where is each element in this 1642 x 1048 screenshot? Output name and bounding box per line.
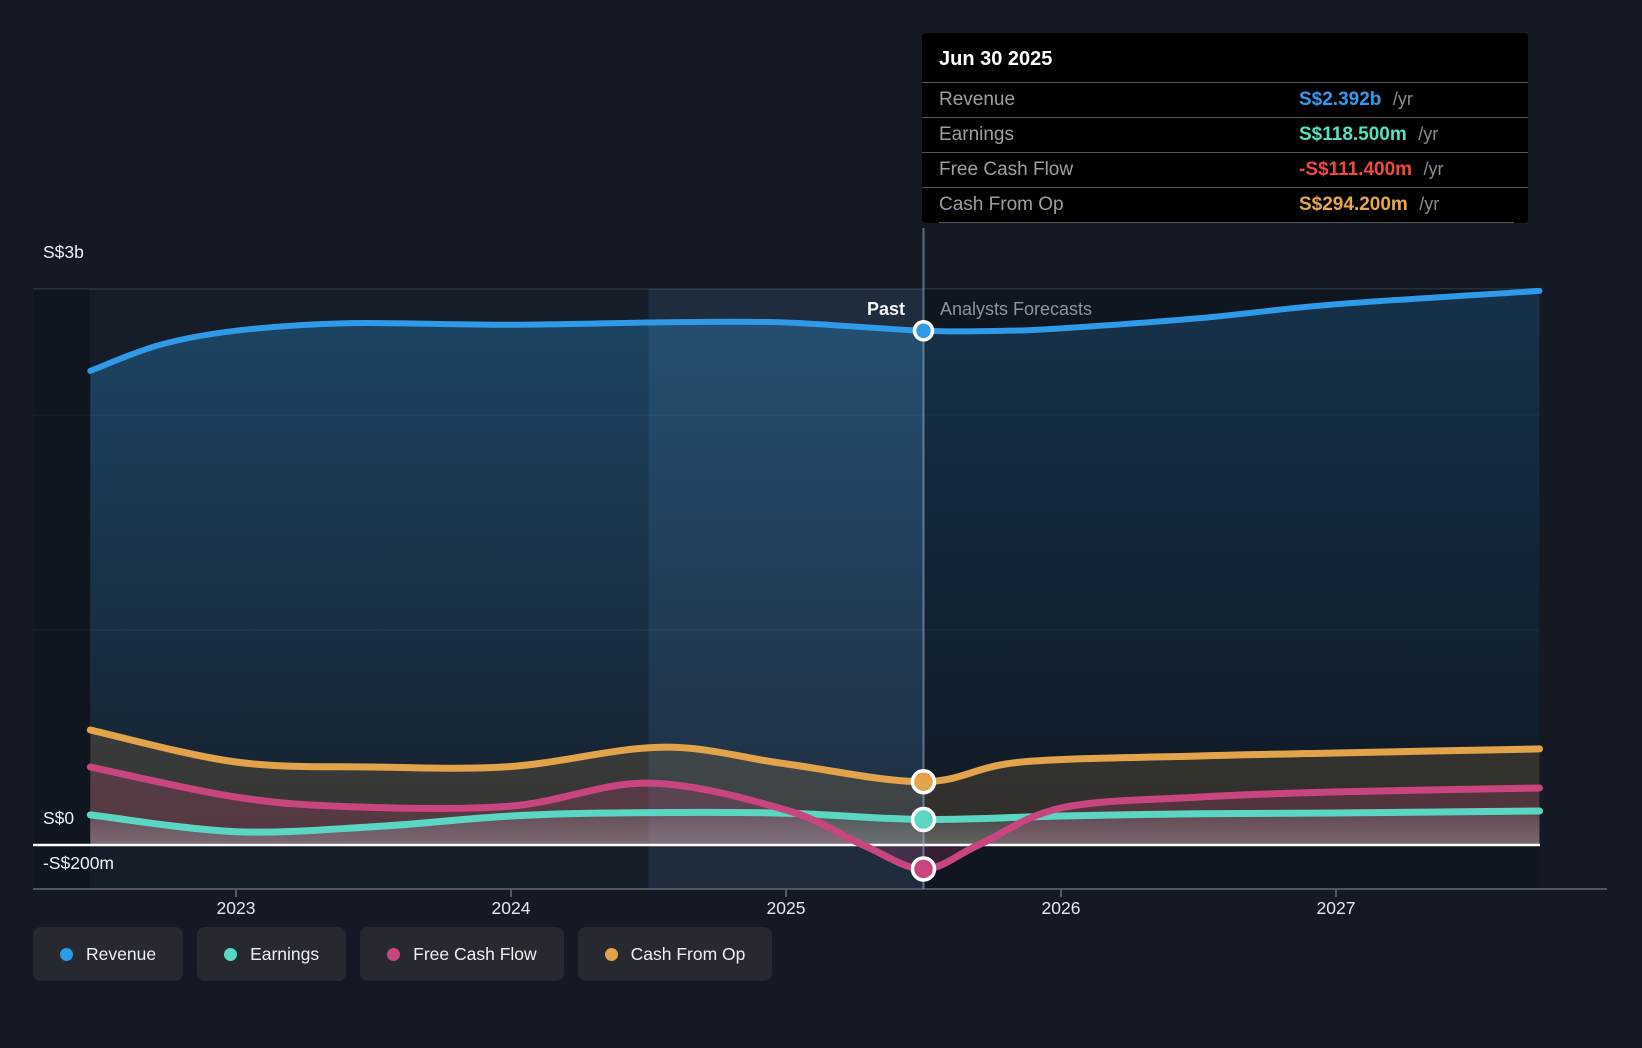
tooltip-earnings-suffix: /yr [1418, 124, 1439, 144]
earnings-dot-icon [224, 947, 238, 961]
revenue-dot-icon [60, 947, 73, 961]
legend-earnings-label: Earnings [250, 943, 320, 964]
legend: Revenue Earnings Free Cash Flow Cash Fro… [33, 927, 773, 981]
legend-cash-from-op-label: Cash From Op [630, 943, 746, 964]
tooltip-row-free-cash-flow: Free Cash Flow -S$111.400m /yr [922, 152, 1528, 187]
x-axis-label-2025: 2025 [766, 898, 806, 918]
tooltip: Jun 30 2025 Revenue S$2.392b /yr Earning… [922, 33, 1528, 223]
legend-free-cash-flow-label: Free Cash Flow [413, 943, 537, 964]
legend-pill-earnings[interactable]: Earnings [197, 927, 347, 981]
free-cash-flow-line [86, 763, 1543, 873]
x-axis-label-2026: 2026 [1041, 898, 1081, 918]
revenue-area [90, 290, 1540, 845]
revenue-line [87, 287, 1543, 374]
legend-revenue-label: Revenue [86, 943, 157, 964]
tooltip-earnings-value: S$118.500m [1299, 124, 1407, 145]
marker-free-cash-flow[interactable] [910, 856, 937, 882]
legend-pill-revenue[interactable]: Revenue [33, 927, 184, 981]
left-margin-shade [33, 289, 90, 889]
tooltip-fcf-label: Free Cash Flow [939, 159, 1074, 180]
legend-pill-free-cash-flow[interactable]: Free Cash Flow [360, 927, 564, 981]
free-cash-flow-dot-icon [387, 947, 401, 961]
tooltip-date-title: Jun 30 2025 [939, 48, 1053, 70]
earnings-area [90, 811, 1540, 845]
y-axis-label-0: S$0 [43, 808, 75, 828]
legend-pill-cash-from-op[interactable]: Cash From Op [577, 927, 773, 981]
tooltip-revenue-suffix: /yr [1392, 89, 1413, 109]
tooltip-row-earnings: Earnings S$118.500m /yr [922, 117, 1528, 152]
tooltip-earnings-label: Earnings [939, 124, 1014, 145]
tooltip-cash-from-op-suffix: /yr [1419, 194, 1440, 214]
cash-from-op-dot-icon [604, 947, 618, 961]
tooltip-revenue-value: S$2.392b [1299, 89, 1382, 110]
tooltip-fcf-suffix: /yr [1423, 159, 1444, 179]
past-label: Past [866, 299, 905, 319]
cash-from-op-line [86, 726, 1543, 786]
x-axis-label-2023: 2023 [216, 898, 256, 918]
tooltip-cash-from-op-label: Cash From Op [939, 194, 1064, 215]
y-axis-label-neg200m: -S$200m [43, 853, 115, 873]
tooltip-fcf-value: -S$111.400m [1299, 159, 1413, 180]
tooltip-cash-from-op-value: S$294.200m [1299, 194, 1408, 215]
marker-earnings[interactable] [910, 806, 937, 833]
y-axis-label-3b: S$3b [43, 242, 84, 262]
tooltip-row-revenue: Revenue S$2.392b /yr [922, 82, 1528, 117]
x-axis-label-2027: 2027 [1316, 898, 1356, 918]
tooltip-row-cash-from-op: Cash From Op S$294.200m /yr [922, 187, 1528, 222]
analysts-forecasts-label: Analysts Forecasts [940, 299, 1093, 319]
tooltip-revenue-label: Revenue [939, 89, 1016, 110]
marker-revenue[interactable] [912, 319, 935, 342]
x-axis-label-2024: 2024 [491, 898, 531, 918]
marker-cash-from-op[interactable] [910, 768, 937, 795]
